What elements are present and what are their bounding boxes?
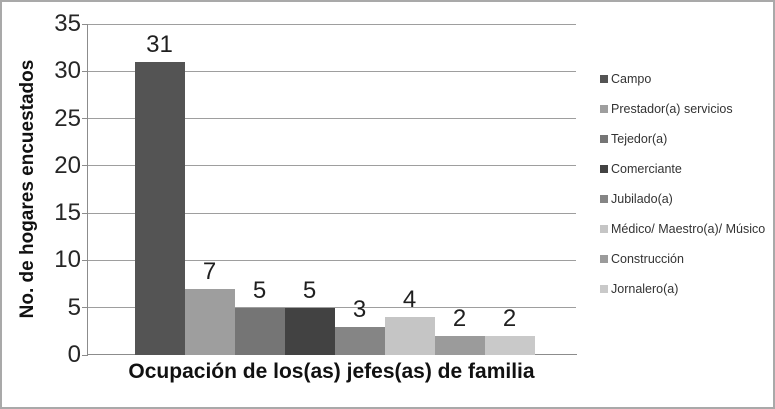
legend-item: Campo <box>600 64 772 94</box>
y-tick-mark <box>82 23 88 25</box>
legend-swatch-icon <box>600 255 608 263</box>
y-gridline <box>87 259 576 261</box>
bar-value-label: 5 <box>252 276 267 304</box>
legend-swatch-icon <box>600 165 608 173</box>
legend-label: Construcción <box>611 252 684 266</box>
y-tick-label: 0 <box>67 341 81 368</box>
legend-item: Médico/ Maestro(a)/ Músico <box>600 214 772 244</box>
y-axis-line <box>87 24 88 355</box>
y-gridline <box>87 23 576 25</box>
x-axis-title: Ocupación de los(as) jefes(as) de famili… <box>128 360 535 383</box>
bar-jornalero-a- <box>484 336 535 355</box>
y-tick-label: 30 <box>54 57 81 85</box>
legend-label: Comerciante <box>611 162 682 176</box>
y-tick-mark <box>82 307 88 309</box>
legend-item: Construcción <box>600 244 772 274</box>
y-tick-label: 25 <box>54 104 81 132</box>
legend-item: Jornalero(a) <box>600 274 772 304</box>
bar-value-label: 2 <box>452 305 467 333</box>
y-tick-label: 10 <box>54 246 81 274</box>
bar-comerciante <box>284 307 335 355</box>
y-tick-label: 15 <box>54 199 81 227</box>
legend-swatch-icon <box>600 195 608 203</box>
legend-item: Jubilado(a) <box>600 184 772 214</box>
y-tick-mark <box>82 259 88 261</box>
bar-prestador-a-servicios <box>184 288 235 355</box>
legend-label: Jornalero(a) <box>611 282 679 296</box>
legend-swatch-icon <box>600 135 608 143</box>
legend-label: Campo <box>611 72 652 86</box>
y-gridline <box>87 118 576 120</box>
bar-value-label: 2 <box>502 305 517 333</box>
bar-value-label: 4 <box>402 286 417 314</box>
y-gridline <box>87 70 576 72</box>
legend-item: Tejedor(a) <box>600 124 772 154</box>
bar-value-label: 5 <box>302 276 317 304</box>
bar-tejedor-a- <box>234 307 285 355</box>
y-tick-mark <box>82 212 88 214</box>
bar-value-label: 7 <box>202 257 217 285</box>
legend-swatch-icon <box>600 105 608 113</box>
y-tick-mark <box>82 118 88 120</box>
legend-swatch-icon <box>600 285 608 293</box>
y-tick-mark <box>82 70 88 72</box>
y-gridline <box>87 165 576 167</box>
bar-m-dico-maestro-a-m-sico <box>384 317 435 355</box>
legend-swatch-icon <box>600 75 608 83</box>
legend-item: Comerciante <box>600 154 772 184</box>
legend-label: Prestador(a) servicios <box>611 102 733 116</box>
legend-swatch-icon <box>600 225 608 233</box>
bar-value-label: 31 <box>146 30 173 58</box>
y-axis-title: No. de hogares encuestados <box>17 59 38 319</box>
y-gridline <box>87 212 576 214</box>
bar-jubilado-a- <box>334 326 385 355</box>
y-tick-label: 20 <box>54 151 81 179</box>
legend-label: Jubilado(a) <box>611 192 673 206</box>
legend: Campo Prestador(a) servicios Tejedor(a) Com… <box>600 64 772 304</box>
bar-construcci-n <box>434 336 485 355</box>
legend-item: Prestador(a) servicios <box>600 94 772 124</box>
y-tick-mark <box>82 354 88 356</box>
y-tick-mark <box>82 165 88 167</box>
bar-value-label: 3 <box>352 295 367 323</box>
y-tick-label: 5 <box>67 293 81 321</box>
legend-label: Médico/ Maestro(a)/ Músico <box>611 222 766 236</box>
legend-label: Tejedor(a) <box>611 132 668 146</box>
bar-campo <box>134 61 185 355</box>
y-tick-label: 35 <box>54 10 81 37</box>
